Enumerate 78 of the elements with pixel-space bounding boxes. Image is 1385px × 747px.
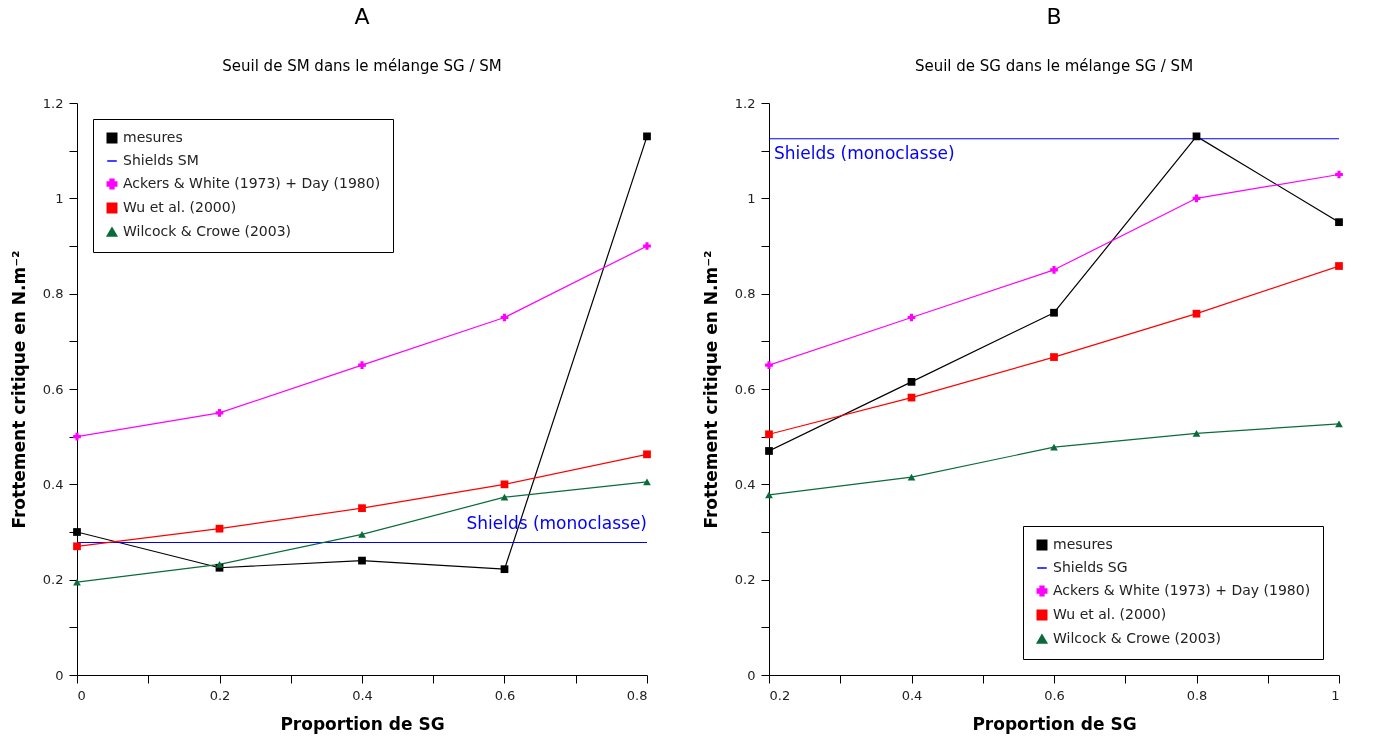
y-axis-title: Frottement critique en N.m⁻² [700,250,721,529]
legend-label: Wilcock & Crowe (2003) [123,223,292,239]
y-axis-title: Frottement critique en N.m⁻² [8,250,29,529]
x-tick-label: 0.4 [352,687,373,703]
x-tick-label: 1 [1331,687,1340,703]
y-tick-label: 0.6 [734,381,756,397]
point [643,242,651,250]
x-tick-label: 0.8 [626,687,648,703]
chart-title: B [1046,4,1062,29]
x-tick-label: 0.6 [1044,687,1065,703]
point [1192,132,1201,141]
point [1050,443,1058,451]
legend-label: mesures [123,129,183,145]
point [643,478,651,486]
y-tick-label: 0.8 [734,286,756,302]
legend-label: mesures [1053,536,1113,552]
point [215,524,224,533]
legend-label: Ackers & White (1973) + Day (1980) [1053,582,1311,598]
point [73,432,81,441]
y-tick-label: 1.2 [42,95,64,111]
legend-label: Wilcock & Crowe (2003) [1053,630,1222,646]
point [1335,218,1343,227]
y-tick-label: 0.2 [734,572,756,588]
legend-label: Shields SG [1053,559,1128,575]
x-tick-label: 0.2 [209,687,231,703]
x-tick-label: 0.4 [901,687,923,703]
point [500,493,509,501]
point [765,430,773,439]
x-tick-label: 0.6 [494,687,516,703]
chart-title: A [354,4,370,29]
point [1335,420,1343,428]
point [1335,262,1343,270]
y-tick-label: 0.2 [42,572,64,588]
point [500,480,509,489]
point [1050,265,1058,274]
point [765,447,773,455]
y-tick-label: 0.4 [734,476,756,492]
point [907,473,916,481]
chart-subtitle: Seuil de SG dans le mélange SG / SM [914,57,1194,75]
legend-label: Wu et al. (2000) [1053,606,1167,622]
point [358,531,366,538]
point [765,361,773,370]
point [215,408,224,417]
point [73,528,81,536]
point [1192,429,1201,437]
point [358,361,366,370]
point [73,542,81,551]
y-tick-label: 0 [747,667,756,683]
point [643,132,651,141]
x-axis-title: Proportion de SG [280,713,445,734]
point [765,491,773,499]
y-tick-label: 1.2 [734,95,756,111]
point [358,504,366,513]
point [1050,308,1058,317]
x-tick-label: 0.8 [1186,687,1208,703]
y-tick-label: 0 [55,667,64,683]
y-tick-label: 0.6 [42,381,64,397]
point [215,561,224,568]
point [358,556,366,565]
y-tick-label: 1 [747,190,756,206]
legend-label: Ackers & White (1973) + Day (1980) [123,175,381,191]
point [500,565,509,574]
point [643,450,651,459]
legend-label: Shields SM [123,152,199,168]
x-axis-title: Proportion de SG [972,713,1137,734]
x-tick-label: 0 [77,687,86,703]
y-tick-label: 1 [55,190,64,206]
y-tick-label: 0.4 [42,476,64,492]
y-tick-label: 0.8 [42,286,64,302]
point [907,377,916,386]
point [1335,170,1343,179]
point [1192,309,1201,318]
x-tick-label: 0.2 [769,687,791,703]
point [1192,194,1201,203]
annotation: Shields (monoclasse) [774,142,955,163]
chart-subtitle: Seuil de SM dans le mélange SG / SM [222,57,502,75]
legend-label: Wu et al. (2000) [123,199,237,215]
point [1050,353,1058,361]
